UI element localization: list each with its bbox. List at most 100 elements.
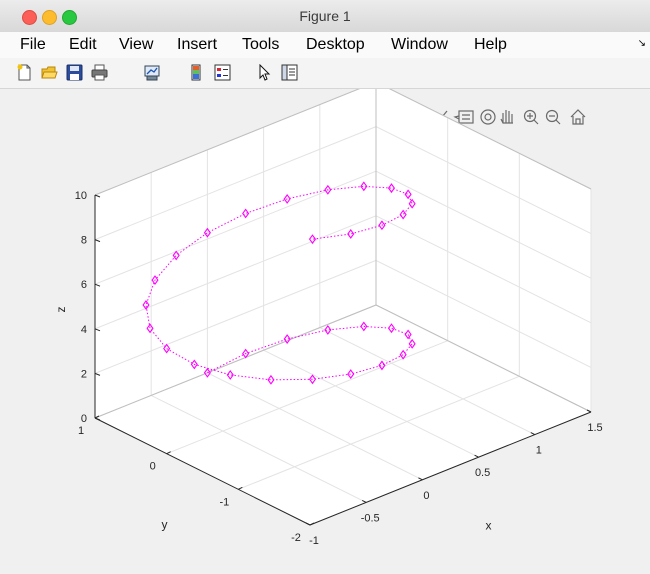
data-point-diamond	[242, 208, 250, 219]
data-point-diamond	[378, 220, 386, 231]
z-grid-line	[94, 126, 377, 241]
menu-tools[interactable]: Tools	[242, 36, 280, 53]
z-tick-mark	[94, 239, 101, 243]
x-tick-label: 0	[423, 490, 429, 502]
y-tick-mark	[238, 486, 243, 490]
back-left-pane	[95, 82, 376, 418]
z-tick-label: 0	[81, 413, 87, 425]
x-tick-label: 0.5	[475, 467, 490, 479]
zoom-window-button[interactable]	[62, 10, 77, 25]
data-point-diamond	[408, 338, 416, 349]
menu-file[interactable]: File	[20, 36, 46, 53]
floor-pane	[95, 305, 591, 525]
y-tick-mark	[94, 415, 100, 419]
zoom-in-icon[interactable]	[523, 109, 539, 125]
x-axis-line	[309, 411, 592, 526]
open-file-icon[interactable]	[41, 64, 58, 81]
link-plot-icon[interactable]	[144, 64, 161, 81]
z-tick-mark	[94, 417, 101, 421]
data-point-diamond	[142, 300, 150, 310]
box-edge	[375, 81, 592, 190]
data-point-diamond	[203, 227, 211, 238]
data-point-diamond	[146, 323, 154, 334]
z-tick-label: 4	[81, 324, 87, 336]
z-tick-mark	[94, 194, 101, 198]
data-point-diamond	[226, 369, 234, 380]
menu-help[interactable]: Help	[474, 36, 507, 53]
data-point-diamond	[360, 181, 368, 192]
data-point-diamond	[404, 329, 412, 340]
z-grid-line	[375, 170, 592, 279]
insert-colorbar-icon[interactable]	[188, 64, 205, 81]
x-tick-label: 1.5	[587, 422, 602, 434]
data-point-diamond	[387, 323, 396, 334]
pointer-icon[interactable]	[256, 64, 273, 81]
data-point-diamond	[404, 189, 412, 200]
z-tick-label: 6	[81, 279, 87, 291]
data-point-diamond	[387, 183, 396, 194]
y-tick-mark	[166, 451, 171, 455]
figure-toolbar	[0, 58, 650, 89]
box-edge	[94, 81, 377, 196]
figure-canvas: -1 -0.5 0 0.5 1 1.5 -2 -1 0 1 0 2 4 6 8 10 x y z	[0, 81, 650, 569]
minimize-window-button[interactable]	[42, 10, 57, 25]
data-point-diamond	[151, 275, 159, 286]
save-icon[interactable]	[66, 64, 83, 81]
data-point-diamond	[242, 348, 250, 359]
x-tick-label: 1	[536, 445, 542, 457]
data-point-diamond	[163, 343, 171, 354]
pan-icon[interactable]	[500, 110, 513, 124]
y-axis-line	[94, 417, 311, 526]
data-point-diamond	[324, 324, 332, 335]
y-tick-label: -2	[291, 532, 301, 544]
data-layer	[142, 181, 416, 385]
x-tick-mark	[361, 499, 367, 503]
menu-insert[interactable]: Insert	[177, 36, 218, 53]
data-point-diamond	[308, 374, 317, 385]
data-point-diamond	[347, 369, 355, 380]
back-right-pane	[376, 82, 591, 412]
series-line	[145, 185, 413, 381]
data-point-diamond	[399, 349, 407, 360]
data-point-diamond	[172, 250, 180, 261]
menu-desktop[interactable]: Desktop	[306, 36, 365, 53]
menu-view[interactable]: View	[119, 36, 154, 53]
y-tick-label: -1	[219, 496, 229, 508]
close-window-button[interactable]	[22, 10, 37, 25]
data-point-diamond	[203, 367, 211, 378]
x-tick-mark	[530, 432, 536, 436]
x-tick-mark	[418, 477, 423, 481]
insert-legend-icon[interactable]	[214, 64, 231, 81]
menu-edit[interactable]: Edit	[69, 36, 97, 53]
data-tips-icon[interactable]	[453, 110, 474, 124]
zoom-out-icon[interactable]	[545, 109, 561, 125]
z-tick-label: 8	[81, 235, 87, 247]
box-edge	[94, 304, 377, 419]
z-grid-line	[94, 215, 377, 330]
x-tick-mark	[305, 522, 311, 526]
data-point-diamond	[378, 360, 386, 371]
rotate-3d-icon[interactable]	[480, 109, 496, 125]
z-axis-label: z	[54, 307, 68, 313]
property-inspector-icon[interactable]	[281, 64, 298, 81]
data-point-diamond	[360, 321, 368, 332]
x-grid-line	[150, 394, 367, 503]
y-tick-mark	[309, 522, 315, 526]
y-axis-label: y	[162, 518, 168, 532]
data-point-diamond	[324, 184, 332, 195]
toolbar-overflow-icon[interactable]: ↘	[637, 38, 646, 49]
y-tick-label: 0	[150, 461, 156, 473]
print-icon[interactable]	[91, 64, 108, 81]
z-grid-line	[375, 259, 592, 368]
menu-window[interactable]: Window	[391, 36, 448, 53]
data-point-diamond	[190, 359, 198, 370]
new-figure-icon[interactable]	[16, 64, 33, 81]
data-point-diamond	[399, 209, 407, 220]
z-tick-mark	[94, 372, 101, 376]
data-point-diamond	[283, 334, 291, 344]
window-titlebar: Figure 1	[0, 0, 650, 33]
home-icon[interactable]	[570, 109, 586, 125]
box-edge	[375, 304, 592, 413]
y-grid-line	[166, 340, 448, 455]
